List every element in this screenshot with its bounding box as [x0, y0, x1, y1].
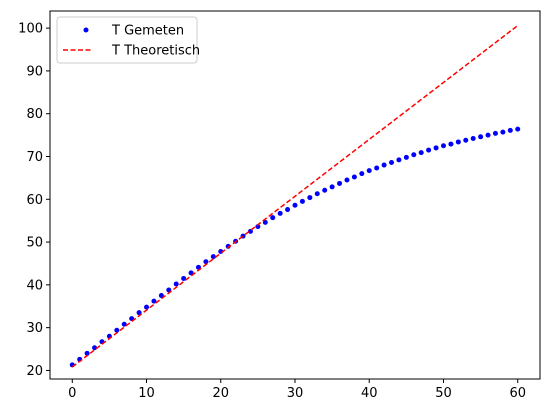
y-tick-label: 50 [26, 236, 43, 251]
x-tick-label: 30 [287, 386, 304, 401]
legend-box [56, 16, 198, 64]
data-point-t-gemeten [374, 165, 380, 171]
data-point-t-gemeten [210, 254, 216, 260]
x-tick-label: 40 [361, 386, 378, 401]
data-point-t-gemeten [463, 137, 469, 143]
data-point-t-gemeten [426, 147, 432, 153]
data-point-t-gemeten [396, 157, 402, 163]
data-point-t-gemeten [181, 275, 187, 281]
data-point-t-gemeten [381, 162, 387, 168]
data-point-t-gemeten [292, 202, 298, 208]
y-tick-label: 60 [26, 193, 43, 208]
y-tick-label: 40 [26, 278, 43, 293]
data-point-t-gemeten [403, 154, 409, 160]
data-point-t-gemeten [144, 304, 150, 310]
data-point-t-gemeten [515, 126, 521, 132]
data-point-t-gemeten [359, 171, 365, 177]
data-point-t-gemeten [507, 127, 513, 133]
y-tick-label: 90 [26, 64, 43, 79]
data-point-t-gemeten [262, 219, 268, 225]
legend-label-t-gemeten: T Gemeten [111, 24, 184, 39]
data-point-t-gemeten [307, 195, 313, 201]
x-tick-label: 20 [212, 386, 229, 401]
data-point-t-gemeten [314, 191, 320, 197]
data-point-t-gemeten [158, 293, 164, 299]
data-point-t-gemeten [84, 350, 90, 356]
y-tick-label: 30 [26, 321, 43, 336]
data-point-t-gemeten [255, 224, 261, 230]
data-point-t-gemeten [277, 210, 283, 216]
series-line-t-theoretisch [71, 24, 519, 368]
x-tick-label: 60 [509, 386, 526, 401]
y-tick-label: 80 [26, 107, 43, 122]
data-point-t-gemeten [92, 345, 98, 351]
data-point-t-gemeten [433, 145, 439, 151]
y-tick-label: 20 [26, 364, 43, 379]
axes-layer: 0 10 20 30 40 50 60 20 30 40 50 60 70 80 90 100 [18, 22, 526, 401]
data-point-t-gemeten [285, 207, 291, 213]
data-point-t-gemeten [448, 141, 454, 147]
data-point-t-gemeten [151, 298, 157, 304]
data-point-t-gemeten [455, 139, 461, 145]
legend-marker-t-gemeten [83, 27, 89, 33]
x-tick-label: 0 [68, 386, 76, 401]
x-tick-label: 10 [138, 386, 155, 401]
data-point-t-gemeten [500, 129, 506, 135]
data-point-t-gemeten [322, 187, 328, 193]
data-point-t-gemeten [270, 215, 276, 221]
series-layer [69, 24, 521, 368]
data-point-t-gemeten [470, 136, 476, 142]
data-point-t-gemeten [418, 150, 424, 156]
x-tick-label: 50 [435, 386, 452, 401]
legend-label-t-theoretisch: T Theoretisch [111, 44, 200, 59]
data-point-t-gemeten [440, 143, 446, 149]
data-point-t-gemeten [366, 168, 372, 174]
data-point-t-gemeten [478, 134, 484, 140]
data-point-t-gemeten [389, 159, 395, 165]
data-point-t-gemeten [351, 174, 357, 180]
legend: T Gemeten T Theoretisch [56, 16, 200, 64]
data-point-t-gemeten [173, 281, 179, 287]
data-point-t-gemeten [344, 177, 350, 183]
data-point-t-gemeten [203, 259, 209, 265]
data-point-t-gemeten [492, 130, 498, 136]
data-point-t-gemeten [485, 132, 491, 138]
data-point-t-gemeten [337, 180, 343, 186]
data-point-t-gemeten [411, 152, 417, 158]
data-point-t-gemeten [329, 184, 335, 190]
data-point-t-gemeten [299, 198, 305, 204]
y-tick-label: 70 [26, 150, 43, 165]
y-tick-label: 100 [18, 22, 43, 37]
data-point-t-gemeten [114, 327, 120, 333]
